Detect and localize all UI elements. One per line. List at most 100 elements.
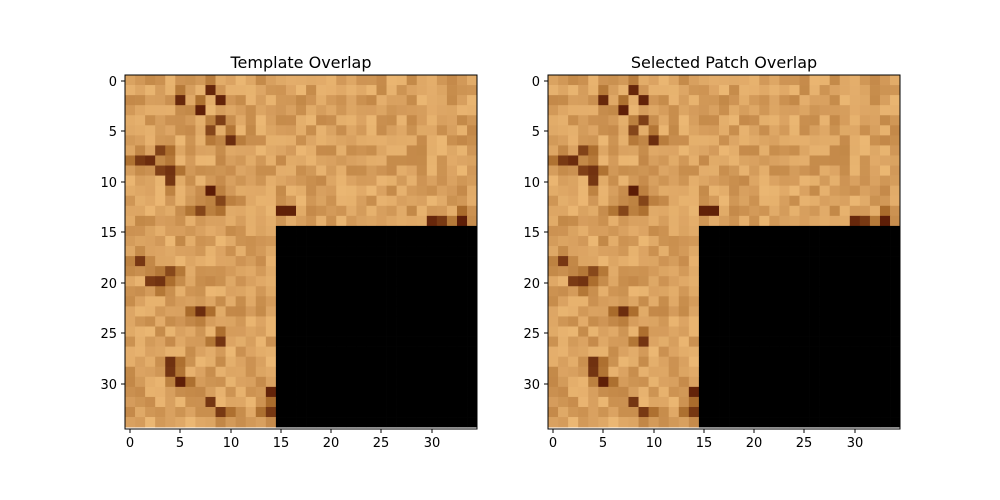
x-tick: 25 xyxy=(796,429,812,451)
image-pixel xyxy=(769,286,780,297)
image-pixel xyxy=(769,175,780,187)
image-pixel xyxy=(558,155,569,166)
image-pixel xyxy=(376,336,387,347)
image-pixel xyxy=(235,205,247,217)
image-pixel xyxy=(628,326,639,337)
image-pixel xyxy=(456,376,468,388)
image-pixel xyxy=(145,346,156,358)
image-pixel xyxy=(578,205,589,217)
image-pixel xyxy=(165,205,176,217)
image-pixel xyxy=(185,396,196,408)
image-pixel xyxy=(869,125,881,136)
image-pixel xyxy=(326,316,337,327)
image-pixel xyxy=(215,346,226,358)
image-pixel xyxy=(668,145,680,156)
image-pixel xyxy=(698,366,710,378)
image-pixel xyxy=(678,135,690,146)
image-pixel xyxy=(225,115,237,126)
image-pixel xyxy=(598,386,609,398)
image-pixel xyxy=(890,286,901,297)
image-pixel xyxy=(165,85,176,96)
image-pixel xyxy=(879,316,891,327)
image-pixel xyxy=(688,125,700,136)
image-pixel xyxy=(336,336,347,347)
image-pixel xyxy=(225,155,237,166)
image-pixel xyxy=(396,125,408,136)
image-pixel xyxy=(346,75,357,86)
image-pixel xyxy=(467,266,478,277)
image-pixel xyxy=(386,115,397,126)
image-pixel xyxy=(265,105,277,116)
image-pixel xyxy=(779,246,790,257)
image-pixel xyxy=(608,85,619,96)
image-pixel xyxy=(708,356,720,368)
image-pixel xyxy=(245,286,257,297)
image-pixel xyxy=(285,306,297,317)
image-pixel xyxy=(386,185,397,197)
image-pixel xyxy=(446,105,458,116)
image-pixel xyxy=(215,316,226,327)
image-pixel xyxy=(578,125,589,136)
image-pixel xyxy=(336,85,347,96)
image-pixel xyxy=(608,175,619,187)
image-pixel xyxy=(356,205,367,217)
image-pixel xyxy=(456,306,468,317)
image-pixel xyxy=(135,75,146,86)
image-pixel xyxy=(598,246,609,257)
image-pixel xyxy=(869,235,881,247)
image-pixel xyxy=(648,386,660,398)
image-pixel xyxy=(658,145,670,156)
image-pixel xyxy=(446,155,458,166)
image-pixel xyxy=(275,406,287,418)
image-pixel xyxy=(588,316,599,327)
image-pixel xyxy=(769,135,780,146)
image-pixel xyxy=(225,135,237,146)
image-pixel xyxy=(296,336,307,347)
image-pixel xyxy=(245,376,257,388)
image-pixel xyxy=(175,306,186,317)
image-pixel xyxy=(265,85,277,96)
image-pixel xyxy=(869,266,881,277)
image-pixel xyxy=(426,376,438,388)
image-pixel xyxy=(155,225,166,237)
image-pixel xyxy=(598,376,609,388)
image-pixel xyxy=(618,336,629,347)
image-pixel xyxy=(175,85,186,96)
image-pixel xyxy=(548,246,559,257)
image-pixel xyxy=(638,215,649,227)
image-pixel xyxy=(859,376,871,388)
image-pixel xyxy=(668,235,680,247)
image-pixel xyxy=(275,85,287,96)
image-pixel xyxy=(165,135,176,146)
image-pixel xyxy=(779,406,790,418)
image-pixel xyxy=(467,296,478,307)
image-pixel xyxy=(759,316,770,327)
image-pixel xyxy=(296,105,307,116)
image-pixel xyxy=(125,225,136,237)
image-pixel xyxy=(829,135,841,146)
image-pixel xyxy=(185,105,196,116)
image-pixel xyxy=(879,145,891,156)
image-pixel xyxy=(366,235,377,247)
image-pixel xyxy=(285,286,297,297)
image-pixel xyxy=(175,356,186,368)
image-pixel xyxy=(175,286,186,297)
image-pixel xyxy=(275,266,287,277)
image-pixel xyxy=(436,105,448,116)
image-pixel xyxy=(688,336,700,347)
image-pixel xyxy=(698,286,710,297)
image-pixel xyxy=(628,256,639,267)
image-pixel xyxy=(467,135,478,146)
image-pixel xyxy=(125,376,136,388)
image-pixel xyxy=(829,417,841,428)
image-pixel xyxy=(125,316,136,327)
image-pixel xyxy=(467,256,478,267)
image-pixel xyxy=(789,356,800,368)
image-pixel xyxy=(396,155,408,166)
image-pixel xyxy=(416,85,428,96)
image-pixel xyxy=(708,155,720,166)
image-pixel xyxy=(759,376,770,388)
x-tick-label: 15 xyxy=(696,436,713,451)
image-pixel xyxy=(568,406,579,418)
image-pixel xyxy=(829,296,841,307)
